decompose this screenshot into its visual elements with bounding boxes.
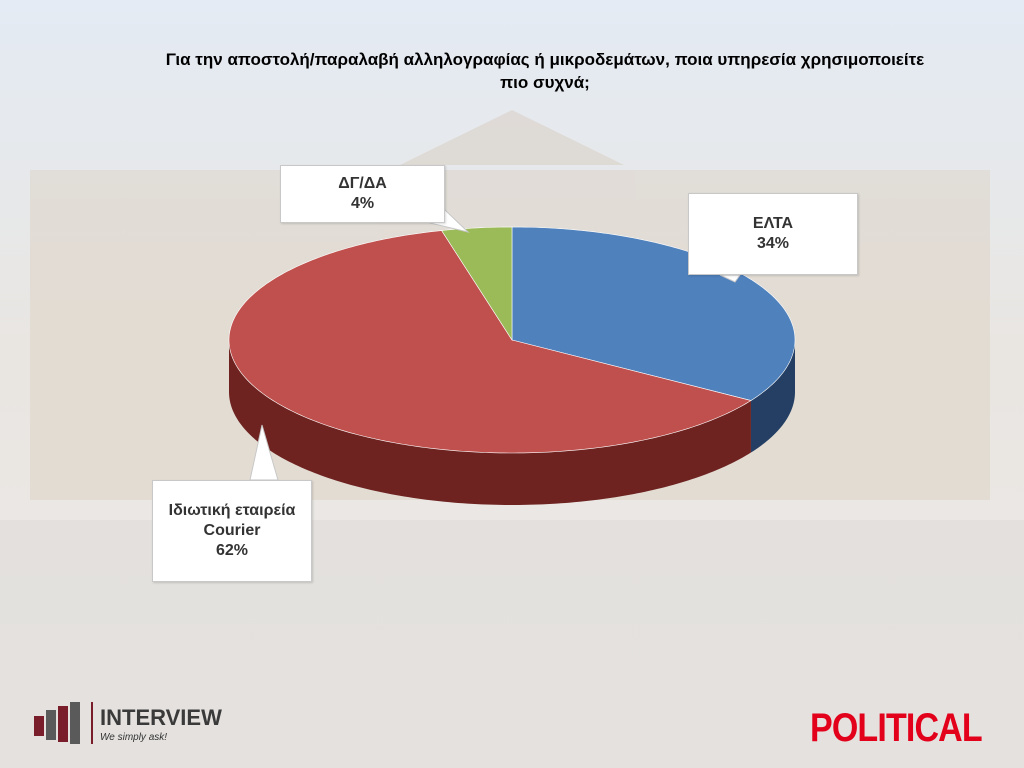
callout-pointer [719,274,741,283]
category-label: ΕΛΤΑ [752,215,794,232]
value-label: 4% [350,195,375,212]
category-label: Ιδιωτική εταιρεία Courier [168,502,296,539]
value-label: 62% [215,542,249,559]
slice [441,226,513,342]
slice-side [750,340,795,453]
slice-side [229,340,751,505]
data-label: Ιδιωτική εταιρεία Courier 62% [152,480,312,582]
interview-logo [34,702,93,744]
chart-title: Για την αποστολή/παραλαβή αλληλογραφίας … [165,50,925,92]
category-label: ΔΓ/ΔΑ [338,175,387,192]
brand-tagline: We simply ask! [100,732,168,743]
data-label: ΔΓ/ΔΑ 4% [280,165,445,223]
pie [228,226,796,505]
data-label: ΕΛΤΑ 34% [688,193,858,275]
brand-name: INTERVIEW [100,705,222,730]
brand-political: POLITICAL [810,706,983,750]
slice [228,230,752,454]
value-label: 34% [756,235,790,252]
